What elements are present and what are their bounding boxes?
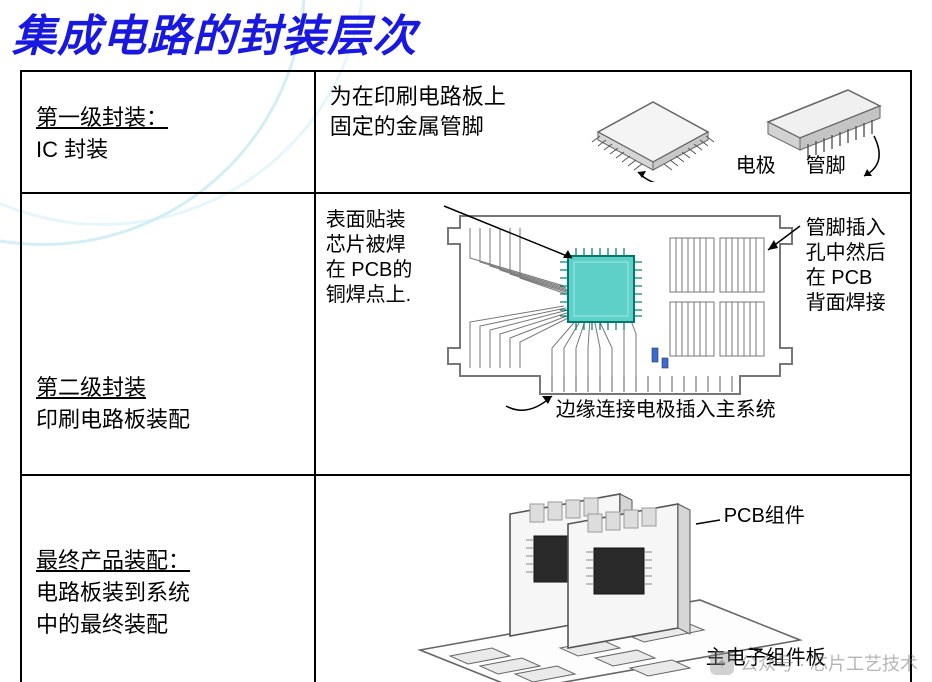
wechat-icon: ✦ xyxy=(710,651,734,675)
watermark-text: 公众号 · 芯片工艺技术 xyxy=(740,650,918,676)
level2-sub: 印刷电路板装配 xyxy=(36,402,300,434)
level3-sub: 电路板装到系统 中的最终装配 xyxy=(36,575,300,639)
watermark: ✦ 公众号 · 芯片工艺技术 xyxy=(710,650,918,676)
arrow-curve-icon xyxy=(864,136,879,176)
smt-label: 表面贴装 芯片被焊 在 PCB的 铜焊点上. xyxy=(326,208,436,308)
qfp-body-icon xyxy=(598,102,708,162)
table-row: 第二级封装 印刷电路板装配 xyxy=(21,193,911,475)
edge-connector-label: 边缘连接电极插入主系统 xyxy=(556,398,776,423)
electrode-label: 电极 xyxy=(736,154,776,179)
page-title: 集成电路的封装层次 xyxy=(12,0,417,64)
level2-label: 第二级封装 xyxy=(36,375,146,400)
level1-sub: IC 封装 xyxy=(36,132,300,164)
cell-level1-left: 第一级封装： IC 封装 xyxy=(21,71,315,193)
level3-label: 最终产品装配： xyxy=(36,548,190,573)
tht-label: 管脚插入 孔中然后 在 PCB 背面焊接 xyxy=(806,216,906,316)
table-row: 第一级封装： IC 封装 为在印刷电路板上 固定的金属管脚 xyxy=(21,71,911,193)
pin-label: 管脚 xyxy=(806,154,846,179)
cell-level3-left: 最终产品装配： 电路板装到系统 中的最终装配 xyxy=(21,475,315,682)
cell-level2-left: 第二级封装 印刷电路板装配 xyxy=(21,193,315,475)
level1-label: 第一级封装： xyxy=(36,105,168,130)
pcb-card-icon xyxy=(568,504,690,648)
pcb-module-label: PCB组件 xyxy=(724,504,805,529)
cell-level2-right: 表面贴装 芯片被焊 在 PCB的 铜焊点上. 管脚插入 孔中然后 在 PCB 背… xyxy=(315,193,911,475)
packaging-levels-table: 第一级封装： IC 封装 为在印刷电路板上 固定的金属管脚 xyxy=(20,70,912,682)
smt-chip-icon xyxy=(568,256,634,322)
level1-desc: 为在印刷电路板上 固定的金属管脚 xyxy=(330,82,530,141)
cell-level1-right: 为在印刷电路板上 固定的金属管脚 xyxy=(315,71,911,193)
